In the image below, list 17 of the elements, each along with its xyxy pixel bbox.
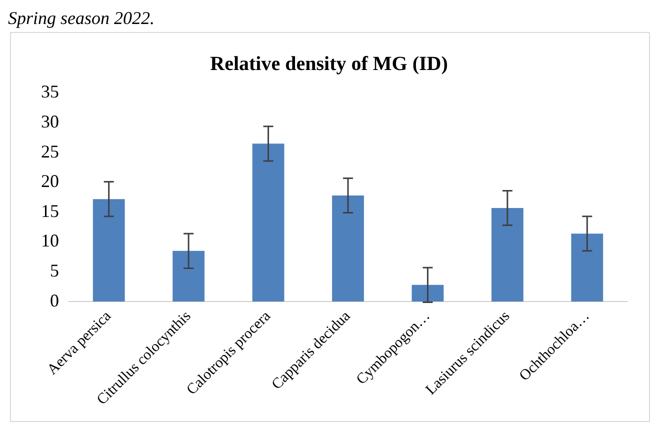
bar xyxy=(252,144,284,302)
text: Spring season 2022. xyxy=(8,8,156,28)
y-tick-label: 30 xyxy=(41,112,59,132)
y-tick-label: 0 xyxy=(50,290,59,310)
bar xyxy=(491,208,524,302)
y-tick-label: 5 xyxy=(50,260,59,281)
y-tick-label: 15 xyxy=(41,200,59,221)
y-tick-label: 10 xyxy=(41,230,59,251)
bar xyxy=(571,234,604,302)
chart-title: Relative density of MG (ID) xyxy=(210,53,448,76)
y-tick-label: 20 xyxy=(41,171,59,192)
bar xyxy=(332,196,364,302)
y-tick-label: 25 xyxy=(41,141,59,162)
y-tick-label: 35 xyxy=(41,82,59,102)
bar xyxy=(92,199,125,302)
bar xyxy=(412,284,444,302)
bar xyxy=(172,250,205,302)
